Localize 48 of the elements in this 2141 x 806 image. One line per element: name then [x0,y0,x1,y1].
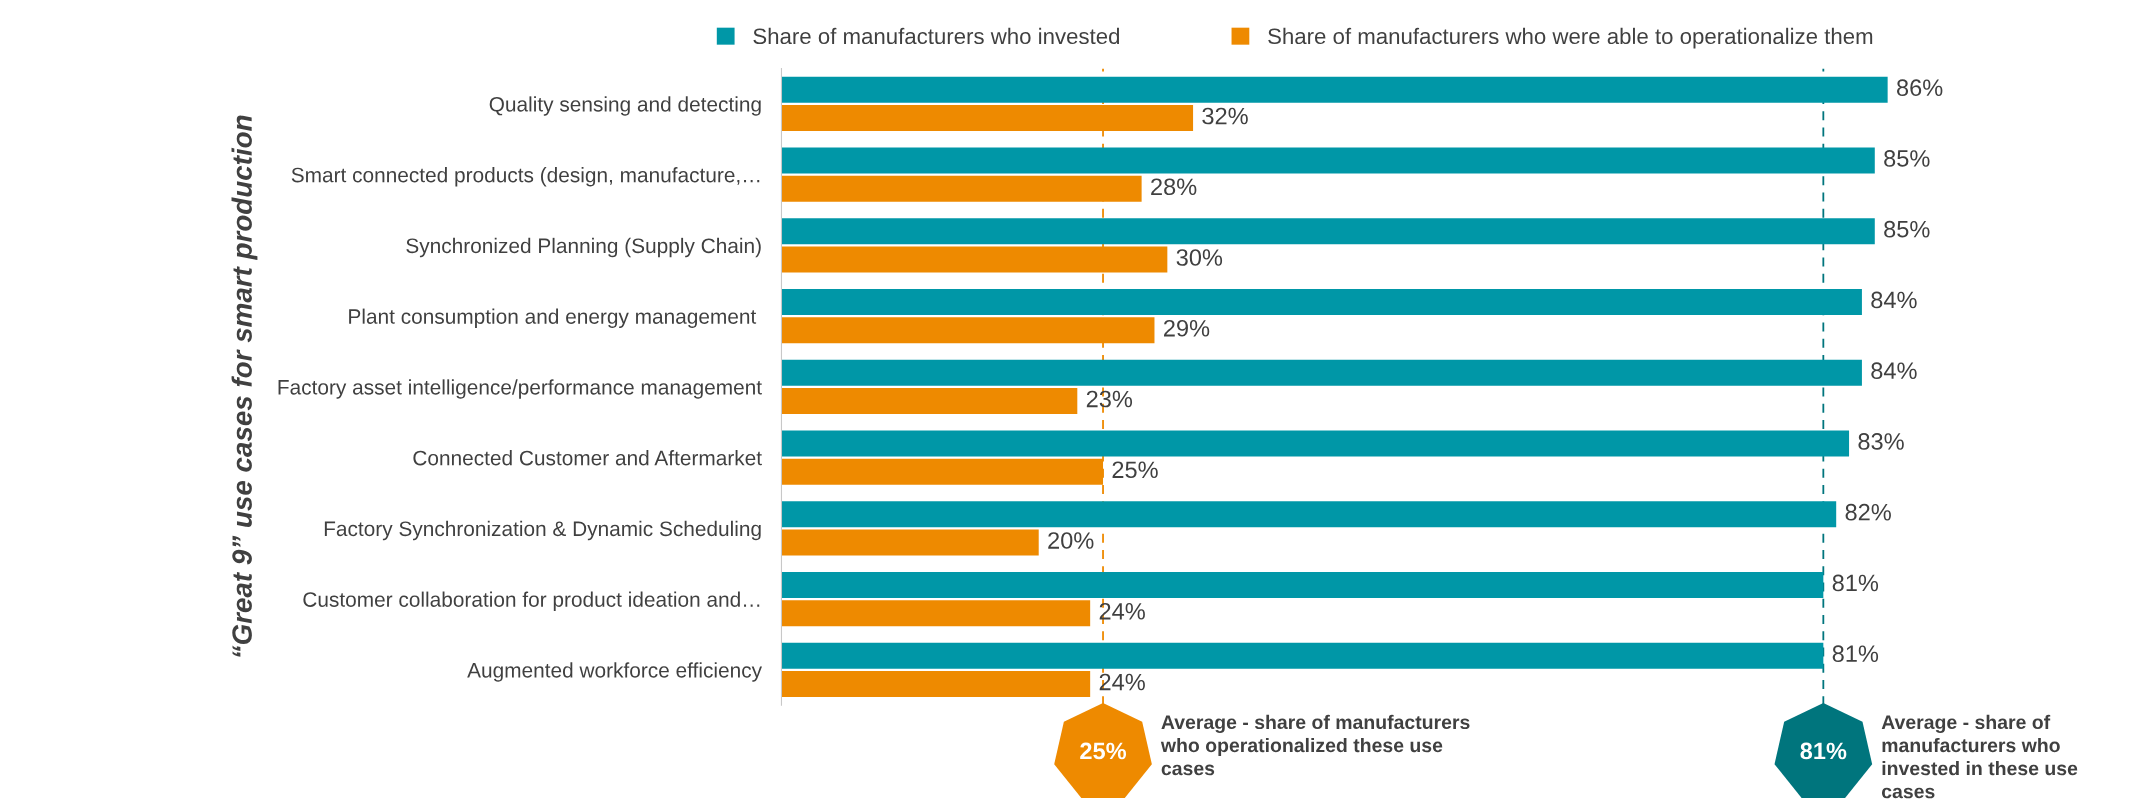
bar [781,359,1862,386]
bar [781,571,1824,598]
data-label: 84% [1871,291,1917,309]
bar [781,600,1091,627]
y-tick-label: Plant consumption and energy management [349,308,757,328]
bar [781,671,1091,698]
legend-label: Share of manufacturers who were able to operationalize them [1268,27,1873,49]
legend-label: Share of manufacturers who invested [753,27,1120,45]
data-label: 82% [1845,503,1891,521]
data-label: 25% [1112,461,1158,479]
bar [781,388,1078,415]
data-label: 20% [1048,532,1094,549]
data-label: 29% [1164,319,1210,337]
bar [781,76,1888,103]
data-label: 81% [1832,645,1879,663]
data-label: 83% [1858,433,1904,450]
y-tick-label: Factory asset intelligence/performance management [278,379,762,399]
data-label: 23% [1086,390,1133,408]
bar [781,147,1875,174]
y-tick-label: Augmented workforce efficiency [467,662,762,682]
text: Average - share of manufacturers who operationalized these use cases [1160,714,1470,776]
ref-line-label: 25% [1080,742,1127,760]
bar [781,501,1837,528]
data-label: 24% [1099,673,1145,691]
bar [781,288,1862,315]
bar [781,175,1142,202]
data-label: 85% [1884,150,1930,167]
data-label: 86% [1897,79,1943,97]
bar [781,218,1875,245]
y-tick-label: Customer collaboration for product ideation and… [303,591,760,611]
y-axis-title: “Great 9” use cases for smart production [231,115,258,657]
y-tick-label: Connected Customer and Aftermarket [413,450,762,466]
bar [781,529,1039,556]
y-tick-label: Smart connected products (design, manufacture,… [291,167,760,187]
data-label: 32% [1202,107,1248,125]
data-label: 28% [1151,178,1197,196]
data-label: 24% [1099,602,1145,620]
data-label: 81% [1832,574,1879,592]
data-label: 84% [1871,362,1917,380]
bar [781,642,1824,669]
y-tick-label: Factory Synchronization & Dynamic Scheduling [324,520,761,541]
data-label: 85% [1884,220,1930,238]
text: Average - share of manufacturers who invested in these use cases [1881,714,2078,799]
bar [781,430,1850,457]
y-tick-label: Quality sensing and detecting [489,96,761,116]
y-tick-label: Synchronized Planning (Supply Chain) [406,237,761,258]
data-label: 30% [1176,249,1223,266]
ref-line-label: 81% [1800,742,1847,760]
